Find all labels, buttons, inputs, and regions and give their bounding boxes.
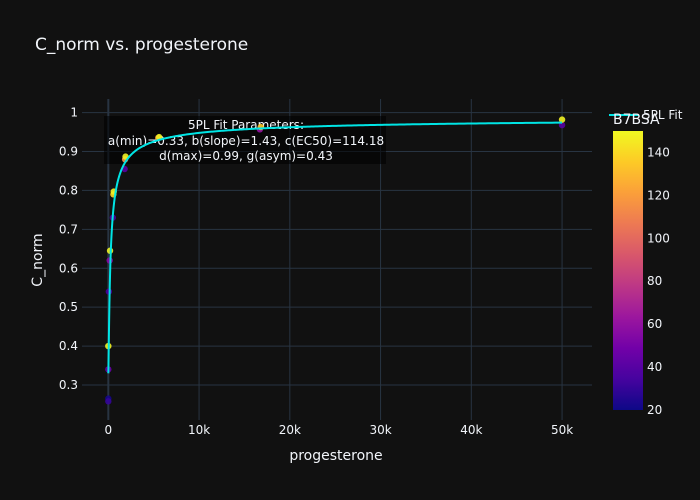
x-tick-label: 30k: [369, 423, 391, 437]
data-point: [105, 398, 112, 405]
y-tick-label: 0.3: [59, 378, 78, 392]
y-axis-title: C_norm: [30, 233, 46, 286]
legend-label-5pl-fit: 5PL Fit: [643, 108, 683, 122]
y-tick-label: 0.7: [59, 222, 78, 236]
x-tick-label: 10k: [188, 423, 210, 437]
y-tick-label: 0.5: [59, 300, 78, 314]
colorbar: B7BSA 20 40 60 80 100 120 140: [613, 112, 670, 417]
data-point: [558, 116, 566, 123]
x-axis-title: progesterone: [289, 448, 382, 464]
y-tick-label: 0.6: [59, 261, 78, 275]
y-tick-label: 0.4: [59, 339, 78, 353]
plot-area: 0 10k 20k 30k 40k 50k0.30.40.50.60.70.80.915P…: [59, 99, 592, 437]
legend[interactable]: 5PL Fit: [609, 108, 683, 122]
fit-curve-5pl: [107, 121, 563, 374]
colorbar-ticks: 20 40 60 80 100 120 140: [647, 145, 670, 417]
y-tick-label: 1: [70, 106, 78, 120]
x-tick-label: 50k: [551, 423, 573, 437]
colorbar-tick-label: 20: [647, 403, 662, 417]
y-tick-label: 0.9: [59, 145, 78, 159]
annotation-line: d(max)=0.99, g(asym)=0.43: [159, 149, 333, 163]
colorbar-tick-label: 140: [647, 145, 670, 159]
chart-title: C_norm vs. progesterone: [35, 35, 248, 55]
x-tick-label: 0: [104, 423, 112, 437]
colorbar-tick-label: 40: [647, 360, 662, 374]
y-tick-label: 0.8: [59, 183, 78, 197]
x-tick-label: 40k: [460, 423, 482, 437]
colorbar-title: B7BSA: [613, 112, 660, 128]
annotation-line: a(min)=0.33, b(slope)=1.43, c(EC50)=114.…: [108, 134, 384, 148]
colorbar-tick-label: 100: [647, 231, 670, 245]
colorbar-tick-label: 120: [647, 188, 670, 202]
annotation-box: [104, 116, 386, 164]
colorbar-tick-label: 60: [647, 317, 662, 331]
x-tick-label: 20k: [279, 423, 301, 437]
colorbar-tick-label: 80: [647, 274, 662, 288]
colorbar-gradient: [613, 131, 643, 410]
